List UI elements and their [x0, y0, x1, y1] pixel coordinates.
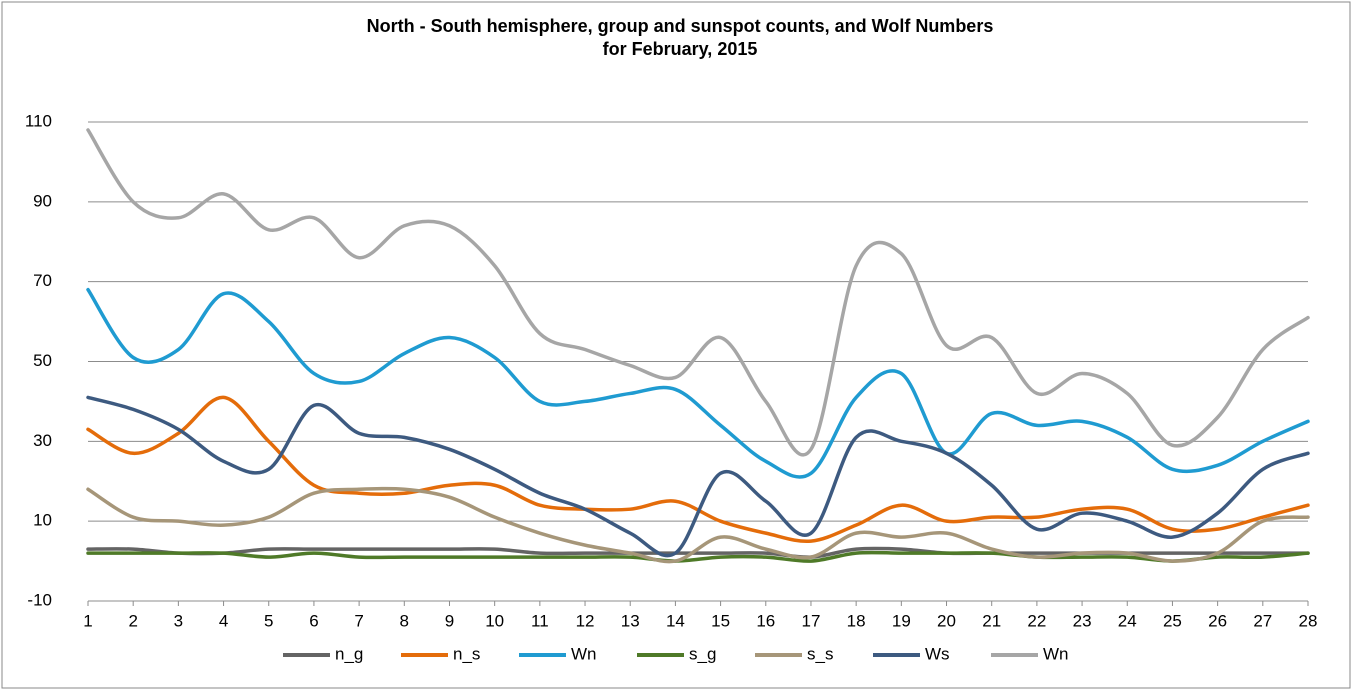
legend-label: n_s — [453, 644, 480, 663]
x-tick-label: 25 — [1163, 611, 1182, 630]
legend-label: Wn — [571, 644, 597, 663]
y-tick-label: 10 — [33, 511, 52, 530]
series-line — [86, 128, 1310, 457]
chart-title: North - South hemisphere, group and suns… — [367, 16, 994, 36]
x-tick-label: 1 — [83, 611, 92, 630]
y-tick-label: 70 — [33, 271, 52, 290]
x-tick-label: 8 — [400, 611, 409, 630]
legend-label: Wn — [1043, 644, 1069, 663]
x-tick-label: 16 — [756, 611, 775, 630]
x-tick-label: 18 — [847, 611, 866, 630]
x-tick-label: 23 — [1073, 611, 1092, 630]
x-tick-label: 3 — [174, 611, 183, 630]
x-tick-label: 14 — [666, 611, 685, 630]
chart-subtitle: for February, 2015 — [603, 39, 758, 59]
legend-label: s_s — [807, 644, 833, 663]
x-tick-label: 17 — [802, 611, 821, 630]
x-tick-label: 4 — [219, 611, 228, 630]
series-line — [86, 550, 1310, 563]
x-tick-label: 22 — [1027, 611, 1046, 630]
y-tick-label: 110 — [25, 111, 52, 130]
x-tick-label: 15 — [711, 611, 730, 630]
x-tick-label: 20 — [937, 611, 956, 630]
x-tick-label: 2 — [128, 611, 137, 630]
legend-label: n_g — [335, 644, 363, 663]
x-tick-label: 11 — [531, 611, 549, 630]
y-tick-label: 90 — [33, 191, 52, 210]
x-tick-label: 9 — [445, 611, 454, 630]
legend-label: Ws — [925, 644, 950, 663]
x-tick-label: 21 — [982, 611, 1001, 630]
x-tick-label: 10 — [485, 611, 504, 630]
x-tick-label: 24 — [1118, 611, 1137, 630]
x-tick-label: 7 — [354, 611, 363, 630]
x-tick-label: 6 — [309, 611, 318, 630]
series-line — [86, 486, 1310, 564]
x-tick-label: 27 — [1253, 611, 1272, 630]
series-line — [86, 287, 1310, 479]
y-tick-label: 30 — [33, 431, 52, 450]
x-tick-label: 12 — [576, 611, 595, 630]
series-line — [86, 395, 1310, 558]
x-tick-label: 28 — [1299, 611, 1318, 630]
x-tick-label: 13 — [621, 611, 640, 630]
x-tick-label: 5 — [264, 611, 273, 630]
x-tick-label: 19 — [892, 611, 911, 630]
x-tick-label: 26 — [1208, 611, 1227, 630]
y-tick-label: 50 — [33, 351, 52, 370]
y-tick-label: -10 — [27, 590, 52, 609]
legend-label: s_g — [689, 644, 716, 663]
